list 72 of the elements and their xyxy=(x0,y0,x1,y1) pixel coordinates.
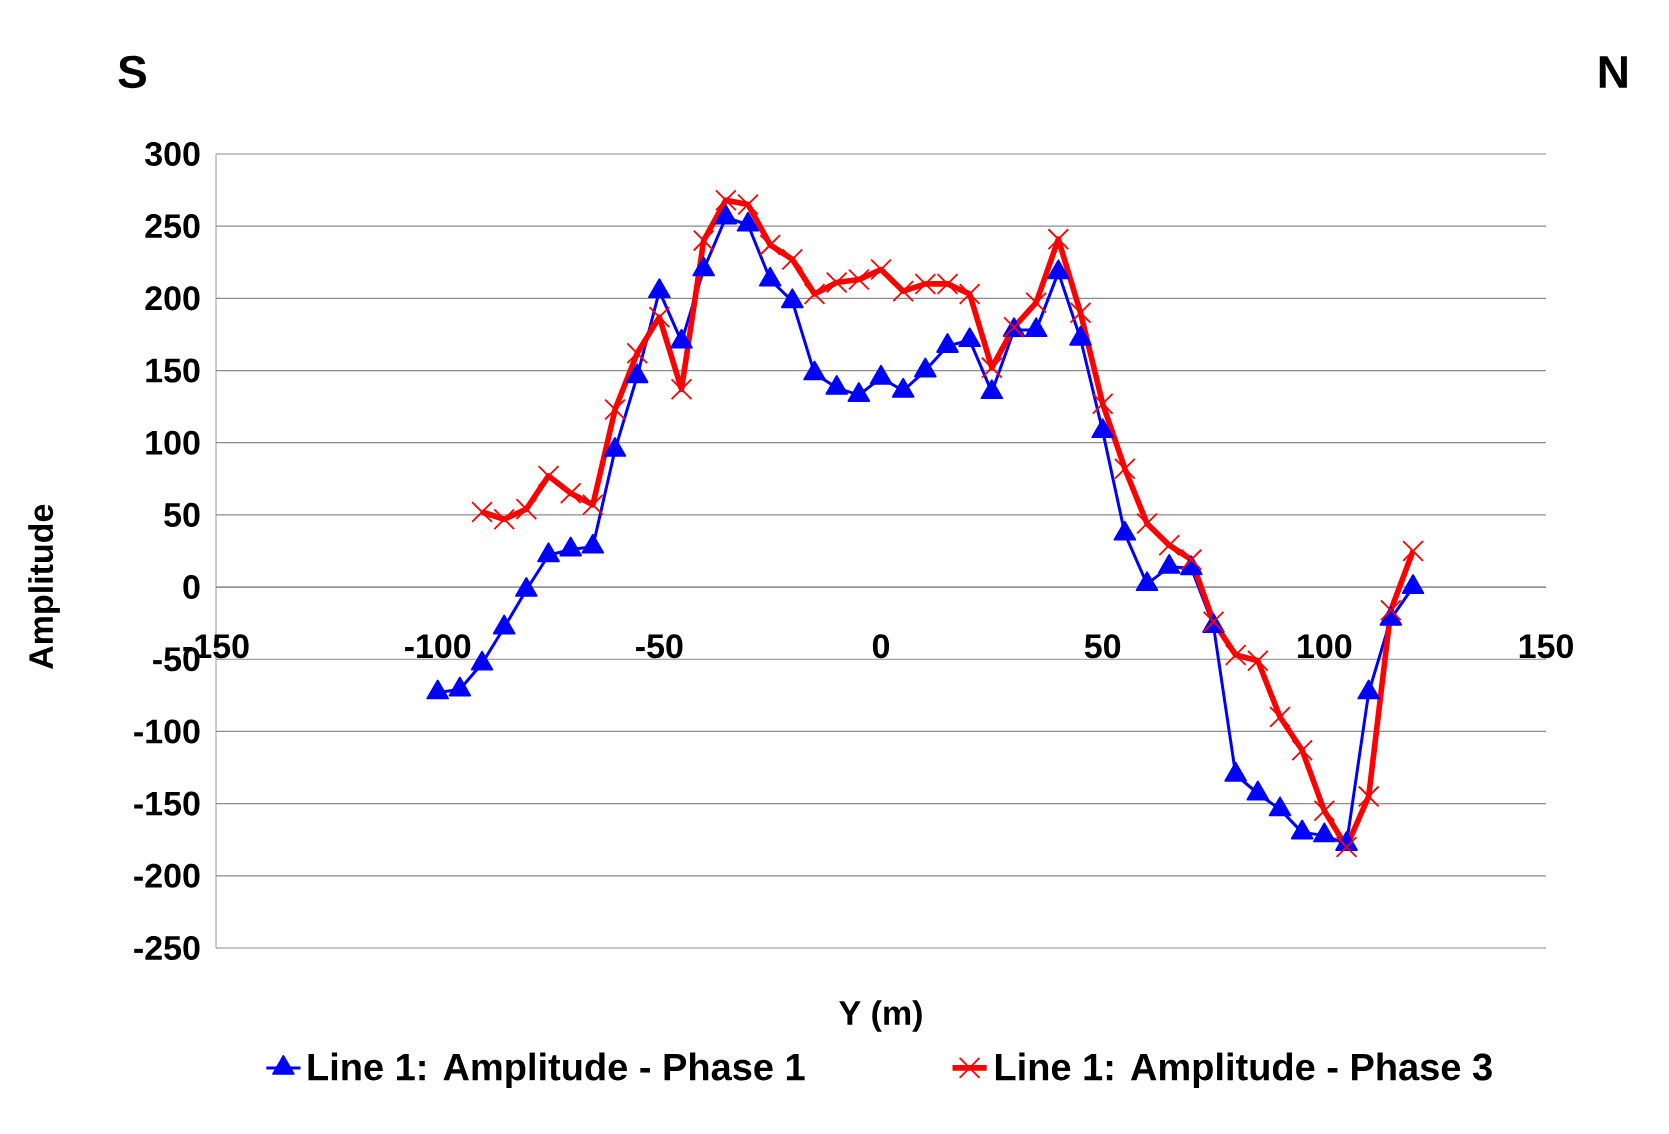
point xyxy=(759,234,781,256)
point xyxy=(1224,761,1247,782)
y-tick-label: 0 xyxy=(183,575,200,600)
point xyxy=(715,189,737,211)
point xyxy=(670,378,693,401)
point xyxy=(515,498,538,520)
y-tick-label: -250 xyxy=(134,935,200,961)
point xyxy=(737,193,759,216)
y-tick-label: -100 xyxy=(134,719,200,744)
y-tick-label: 250 xyxy=(145,214,200,239)
point xyxy=(1157,553,1181,574)
point xyxy=(626,342,648,364)
y-tick-label: -150 xyxy=(134,791,200,816)
point xyxy=(781,248,804,271)
x-tick-label: 50 xyxy=(1084,634,1121,659)
point xyxy=(1313,822,1336,843)
point xyxy=(426,679,449,700)
point xyxy=(537,542,560,563)
point xyxy=(692,229,715,252)
x-tick-label: 100 xyxy=(1298,634,1352,659)
point xyxy=(603,437,627,457)
point xyxy=(1113,520,1137,541)
point xyxy=(1180,548,1203,571)
point xyxy=(958,283,981,305)
text: N xyxy=(1599,56,1627,88)
y-tick-label: 50 xyxy=(164,502,200,527)
point xyxy=(981,356,1003,379)
point xyxy=(870,258,892,281)
point xyxy=(493,508,515,531)
y-tick-label: 200 xyxy=(145,286,200,311)
point xyxy=(1357,679,1380,700)
y-axis-title: Amplitude xyxy=(28,504,60,669)
point xyxy=(1114,457,1136,480)
y-tick-label: 300 xyxy=(145,141,200,167)
point xyxy=(471,501,493,523)
point xyxy=(559,482,582,505)
x-tick-label: 150 xyxy=(1519,634,1573,659)
point xyxy=(1380,599,1402,621)
point xyxy=(1268,796,1292,817)
point xyxy=(470,650,494,671)
point xyxy=(1401,574,1425,594)
x-tick-label: -50 xyxy=(636,634,683,659)
point xyxy=(648,306,671,328)
legend-label: Line 1: Amplitude - Phase 3 xyxy=(995,1052,1492,1089)
y-tick-label: -200 xyxy=(134,863,200,888)
y-tick-label: 150 xyxy=(146,358,200,383)
point xyxy=(492,614,516,635)
text: S xyxy=(118,55,146,89)
point xyxy=(892,280,914,302)
y-tick-label: 100 xyxy=(146,430,200,455)
point xyxy=(448,676,472,697)
point xyxy=(559,536,582,557)
point xyxy=(604,398,626,421)
point xyxy=(1091,418,1114,439)
point xyxy=(1290,819,1314,840)
point xyxy=(1069,301,1092,324)
point xyxy=(1135,571,1159,592)
x-tick-label: 0 xyxy=(872,634,890,659)
x-axis-title: Y (m) xyxy=(839,1000,922,1032)
point xyxy=(803,283,826,305)
point xyxy=(1246,780,1270,801)
point xyxy=(1091,392,1114,415)
point xyxy=(515,577,538,597)
point xyxy=(1402,540,1424,562)
point xyxy=(582,493,604,516)
legend-label: Line 1: Amplitude - Phase 1 xyxy=(308,1052,805,1089)
point xyxy=(1047,228,1070,250)
x-tick-label: -100 xyxy=(404,634,471,659)
point xyxy=(1136,512,1158,535)
point xyxy=(1025,291,1047,314)
point xyxy=(980,379,1004,400)
point xyxy=(581,533,605,554)
